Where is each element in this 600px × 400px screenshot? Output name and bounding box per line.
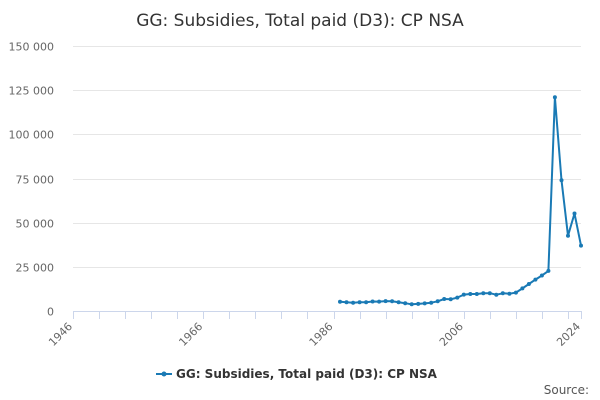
- x-tick-label: 2006: [437, 320, 466, 349]
- legend[interactable]: GG: Subsidies, Total paid (D3): CP NSA: [156, 367, 438, 381]
- data-point[interactable]: [487, 291, 492, 296]
- data-point[interactable]: [351, 300, 356, 305]
- data-point[interactable]: [403, 301, 408, 306]
- data-point[interactable]: [500, 291, 505, 296]
- grid-lines: [73, 46, 581, 268]
- data-point[interactable]: [396, 300, 401, 305]
- y-tick-label: 25 000: [16, 262, 55, 275]
- x-axis-ticks: 1946 1966 1986 2006 2024: [46, 311, 583, 349]
- data-point[interactable]: [377, 299, 382, 304]
- data-point[interactable]: [552, 95, 557, 100]
- data-point[interactable]: [559, 178, 564, 183]
- data-point[interactable]: [494, 292, 499, 297]
- data-point[interactable]: [429, 300, 434, 305]
- x-tick-label: 1966: [176, 320, 205, 349]
- data-point[interactable]: [461, 292, 466, 297]
- data-point[interactable]: [383, 299, 388, 304]
- x-tick-label: 1986: [307, 320, 336, 349]
- data-point[interactable]: [455, 295, 460, 300]
- data-point[interactable]: [442, 297, 447, 301]
- data-point[interactable]: [422, 301, 427, 306]
- y-tick-label: 50 000: [16, 218, 55, 231]
- data-point[interactable]: [435, 299, 440, 304]
- data-point[interactable]: [338, 299, 342, 304]
- data-point[interactable]: [533, 277, 538, 282]
- legend-marker-icon: [161, 371, 167, 377]
- data-point[interactable]: [579, 243, 583, 248]
- data-point[interactable]: [390, 299, 395, 304]
- data-point[interactable]: [468, 292, 473, 296]
- data-point[interactable]: [566, 233, 570, 238]
- data-point[interactable]: [344, 300, 349, 305]
- x-tick-label: 1946: [46, 320, 75, 349]
- data-point[interactable]: [357, 300, 362, 305]
- data-point[interactable]: [507, 291, 512, 296]
- data-point[interactable]: [448, 297, 453, 302]
- y-tick-label: 0: [47, 306, 54, 319]
- y-tick-label: 150 000: [9, 41, 55, 54]
- data-point[interactable]: [409, 302, 414, 307]
- source-label: Source:: [544, 383, 589, 397]
- data-point[interactable]: [572, 211, 577, 216]
- data-point[interactable]: [520, 286, 525, 291]
- x-tick-label: 2024: [554, 320, 583, 349]
- data-point[interactable]: [526, 282, 531, 286]
- data-point[interactable]: [474, 292, 479, 296]
- data-point[interactable]: [513, 290, 518, 295]
- data-point[interactable]: [370, 299, 375, 304]
- y-axis-tick-labels: 0 25 000 50 000 75 000 100 000 125 000 150 000: [9, 41, 55, 319]
- series-line[interactable]: [339, 96, 582, 306]
- legend-label: GG: Subsidies, Total paid (D3): CP NSA: [176, 367, 438, 381]
- chart-title: GG: Subsidies, Total paid (D3): CP NSA: [136, 11, 464, 31]
- data-point[interactable]: [364, 300, 369, 305]
- y-tick-label: 75 000: [16, 174, 55, 187]
- series-group[interactable]: [338, 95, 583, 307]
- data-point[interactable]: [416, 301, 421, 306]
- data-point[interactable]: [546, 268, 551, 273]
- data-point[interactable]: [539, 273, 544, 278]
- y-tick-label: 100 000: [9, 129, 55, 142]
- data-point[interactable]: [481, 291, 486, 296]
- y-tick-label: 125 000: [9, 85, 55, 98]
